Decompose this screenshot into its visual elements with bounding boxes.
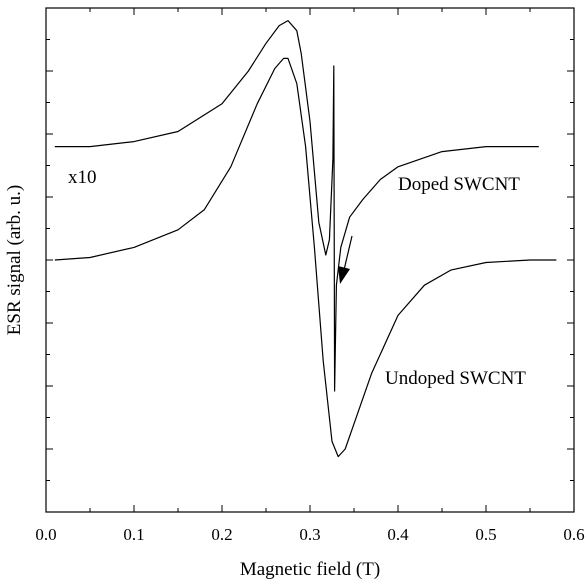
annotation-arrow: [338, 235, 353, 284]
y-axis-title: ESR signal (arb. u.): [4, 185, 25, 335]
x-tick-label: 0.5: [475, 525, 496, 544]
x-tick-label: 0.2: [211, 525, 232, 544]
doped-swcnt-label: Doped SWCNT: [398, 174, 520, 195]
series-line-doped: [54, 20, 539, 392]
x10-label: x10: [68, 167, 97, 188]
x-tick-label: 0.6: [563, 525, 584, 544]
x-tick-label: 0.3: [299, 525, 320, 544]
x-axis-tick-labels: 0.0 0.1 0.2 0.3 0.4 0.5 0.6: [35, 525, 584, 544]
x-tick-label: 0.0: [35, 525, 56, 544]
series-line-undoped: [54, 57, 557, 458]
series-layer: [54, 20, 557, 458]
x-tick-label: 0.1: [123, 525, 144, 544]
x-axis-ticks: [45, 8, 575, 512]
plot-frame: [45, 7, 575, 513]
y-axis-ticks: [46, 7, 574, 513]
x-tick-label: 0.4: [387, 525, 409, 544]
x-axis-title: Magnetic field (T): [240, 559, 380, 580]
undoped-swcnt-label: Undoped SWCNT: [385, 368, 526, 389]
